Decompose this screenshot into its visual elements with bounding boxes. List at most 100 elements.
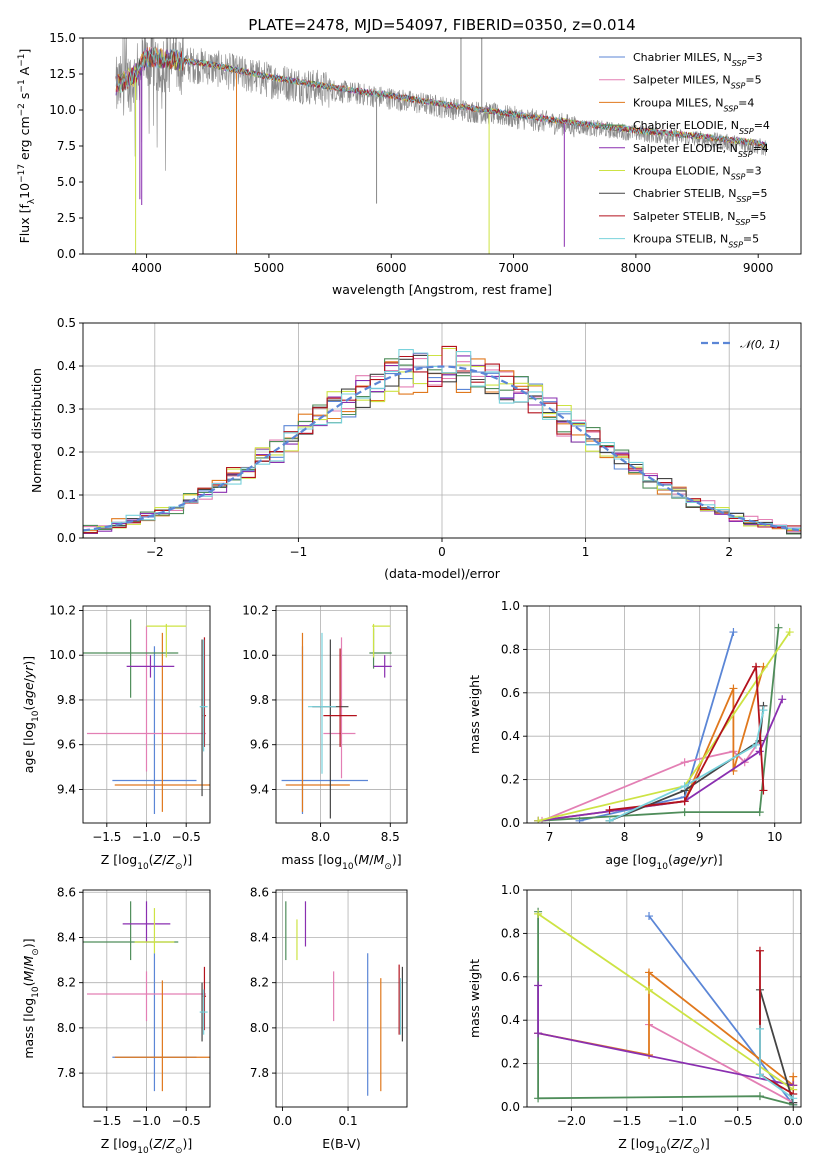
x-tick-label: 9 (696, 830, 704, 844)
legend-label: Chabrier MILES, N (633, 51, 732, 64)
label-part: Flux [f (17, 204, 32, 244)
legend-entry: Salpeter STELIB, NSSP=5 (633, 210, 766, 227)
label-part: Z [log (101, 852, 137, 867)
legend-label: Kroupa ELODIE, N (633, 165, 731, 178)
legend-suffix: =5 (745, 74, 761, 87)
errorbar-point (199, 639, 208, 752)
errorbar-point (112, 953, 197, 1092)
label-part: Z [log (618, 1136, 654, 1151)
y-tick-label: 8.0 (250, 1021, 269, 1035)
legend-entry: Chabrier MILES, NSSP=3 (633, 51, 763, 68)
y-tick-label: 8.0 (57, 1021, 76, 1035)
weight-marker (534, 981, 543, 990)
y-tick-label: 0.2 (501, 1057, 520, 1071)
y-tick-label: 9.6 (250, 738, 269, 752)
y-tick-label: 10.0 (242, 648, 269, 662)
label-part: ] (17, 49, 32, 54)
label-part: M (21, 971, 36, 982)
legend-entry: Salpeter MILES, NSSP=5 (633, 74, 762, 91)
weight-marker (645, 912, 654, 921)
x-tick-label: 2 (725, 545, 733, 559)
legend-entry: Kroupa ELODIE, NSSP=3 (633, 165, 762, 182)
x-tick-label: −1.5 (92, 830, 121, 844)
label-part: Z (165, 852, 175, 867)
y-tick-label: 9.6 (57, 738, 76, 752)
x-tick-label: −1.5 (612, 1114, 641, 1128)
x-axis-label: wavelength [Angstrom, rest frame] (332, 282, 552, 297)
errorbar-point (83, 619, 179, 698)
x-axis-label: Z [log10(Z/Z⊙)] (101, 852, 193, 872)
x-tick-label: 7 (546, 830, 554, 844)
legend-label: Chabrier ELODIE, N (633, 119, 739, 132)
legend-label: Salpeter STELIB, N (633, 210, 735, 223)
y-axis-label: Flux [fλ10−17 erg cm−2 s−1 A−1] (17, 49, 37, 244)
age-vs-metallicity-plot-area (83, 619, 210, 815)
chart-title: PLATE=2478, MJD=54097, FIBERID=0350, z=0… (248, 16, 635, 34)
weight-line (538, 627, 780, 822)
normal-curve (83, 365, 801, 532)
label-part: age [log (21, 722, 36, 773)
legend-suffix: =5 (751, 187, 767, 200)
y-tick-label: 0.4 (501, 1013, 520, 1027)
weight-vs-metallicity-axes: −2.0 −1.5 −1.0 −0.5 0.0 0.0 0.2 0.4 0.6 0.8 1.0 (501, 883, 803, 1128)
errorbar-point (323, 637, 356, 779)
age-vs-mass-frame (275, 605, 408, 824)
legend-sub: SSP (731, 172, 746, 181)
label-part: )] (21, 656, 36, 666)
x-tick-label: −1.0 (132, 830, 161, 844)
y-tick-label: 0.4 (57, 359, 76, 373)
errorbar-point (122, 901, 171, 942)
weight-marker (645, 968, 654, 977)
weight-series (534, 623, 783, 823)
legend-sub: SSP (732, 59, 747, 68)
errorbar-point (112, 646, 197, 815)
weight-vs-age-axes: 7 8 9 10 0.0 0.2 0.4 0.6 0.8 1.0 (501, 599, 802, 844)
legend: Chabrier MILES, NSSP=3 Salpeter MILES, NS… (599, 51, 770, 249)
y-tick-label: 8.2 (57, 976, 76, 990)
weight-line (538, 666, 765, 822)
weight-series (534, 981, 798, 1090)
mass-vs-metallicity-frame (82, 889, 211, 1108)
label-part: erg cm (17, 116, 32, 164)
legend-entry: 𝒩(0, 1) (740, 338, 780, 351)
label-part: ( (21, 982, 36, 987)
errorbar-point (134, 908, 175, 954)
weight-line (541, 739, 761, 822)
spectrum-axes: 4000 5000 6000 7000 8000 9000 0.0 2.5 5.0 7.5 10.0… (49, 31, 802, 275)
x-tick-label: −2.0 (557, 1114, 586, 1128)
x-tick-label: −1.5 (92, 1114, 121, 1128)
weight-vs-metallicity-plot-area (534, 907, 798, 1107)
weight-series (645, 912, 798, 1107)
x-tick-label: −2 (146, 545, 164, 559)
errorbar-point (373, 655, 392, 678)
y-tick-label: 0.0 (57, 247, 76, 261)
y-axis-label: Normed distribution (29, 368, 44, 493)
label-part: )] (392, 852, 402, 867)
weight-line (538, 698, 784, 822)
label-part: s (17, 93, 32, 104)
mass-vs-extinction-frame (275, 889, 408, 1108)
x-tick-label: −0.5 (172, 830, 201, 844)
y-tick-label: 10.0 (49, 648, 76, 662)
legend-suffix: =4 (754, 119, 770, 132)
x-axis-label: (data-model)/error (384, 566, 501, 581)
label-part: mass [log (281, 852, 342, 867)
weight-vs-age-frame (526, 605, 802, 824)
legend-entry: Kroupa STELIB, NSSP=5 (633, 233, 759, 250)
y-tick-label: 8.4 (57, 930, 76, 944)
y-tick-label: 1.0 (501, 599, 520, 613)
x-axis-label: age [log10(age/yr)] (605, 852, 722, 872)
label-part: mass [log (21, 998, 36, 1059)
weight-marker (680, 782, 689, 791)
spectrum-frame (82, 37, 802, 255)
label-part: ⊙ (31, 948, 41, 956)
x-tick-label: 0.1 (339, 1114, 358, 1128)
model-spectrum (115, 48, 767, 148)
x-tick-label: 1 (582, 545, 590, 559)
x-tick-label: −1.0 (668, 1114, 697, 1128)
weight-marker (755, 1024, 764, 1033)
weight-marker (759, 706, 768, 715)
weight-marker (774, 623, 783, 632)
y-tick-label: 0.8 (501, 926, 520, 940)
